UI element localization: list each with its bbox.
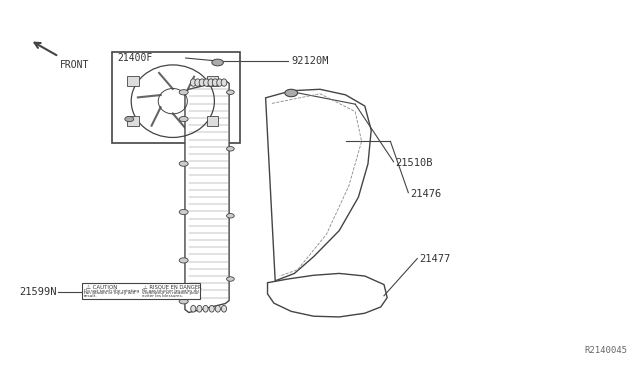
Polygon shape [268,273,387,317]
Circle shape [227,90,234,94]
Ellipse shape [212,79,218,86]
Text: ⚠ RISQUE EN DANGER: ⚠ RISQUE EN DANGER [143,285,202,290]
Bar [207,116,218,126]
Ellipse shape [215,305,220,312]
Circle shape [285,89,298,97]
Bar [207,76,218,86]
Ellipse shape [221,305,227,312]
Text: Do not touch the rotating: Do not touch the rotating [84,289,139,293]
Text: 92120M: 92120M [291,56,329,66]
Text: 21510B: 21510B [396,158,433,168]
Ellipse shape [203,305,208,312]
Text: ventilateur en rotation pour: ventilateur en rotation pour [142,291,199,295]
Ellipse shape [221,79,227,86]
Ellipse shape [191,79,196,86]
Text: fan blades or injury will: fan blades or injury will [84,291,135,295]
Bar [127,116,139,126]
Circle shape [179,258,188,263]
Text: Ne pas toucher les pales du: Ne pas toucher les pales du [142,289,199,293]
Circle shape [179,161,188,166]
Text: 21477: 21477 [419,254,451,263]
Text: ⚠ CAUTION: ⚠ CAUTION [86,285,117,290]
Circle shape [227,214,234,218]
Text: 21476: 21476 [410,189,442,199]
Text: 21400F: 21400F [117,53,152,63]
Ellipse shape [199,79,205,86]
Text: R2140045: R2140045 [584,346,627,355]
Circle shape [227,277,234,281]
Circle shape [212,59,223,66]
Circle shape [227,147,234,151]
Text: result.: result. [84,294,97,298]
Text: FRONT: FRONT [60,60,89,70]
Circle shape [125,116,134,122]
Text: 21599N: 21599N [19,287,57,297]
Ellipse shape [191,305,196,312]
Bar [127,76,139,86]
Circle shape [179,209,188,215]
Ellipse shape [195,79,200,86]
Circle shape [179,116,188,122]
Ellipse shape [209,305,214,312]
Ellipse shape [197,305,202,312]
Polygon shape [185,80,229,312]
Circle shape [179,90,188,95]
Ellipse shape [204,79,209,86]
Circle shape [179,299,188,304]
Polygon shape [266,89,371,281]
Bar [82,283,200,299]
Text: eviter les blessures.: eviter les blessures. [142,294,183,298]
Ellipse shape [217,79,223,86]
Ellipse shape [208,79,214,86]
Bar [112,52,240,143]
